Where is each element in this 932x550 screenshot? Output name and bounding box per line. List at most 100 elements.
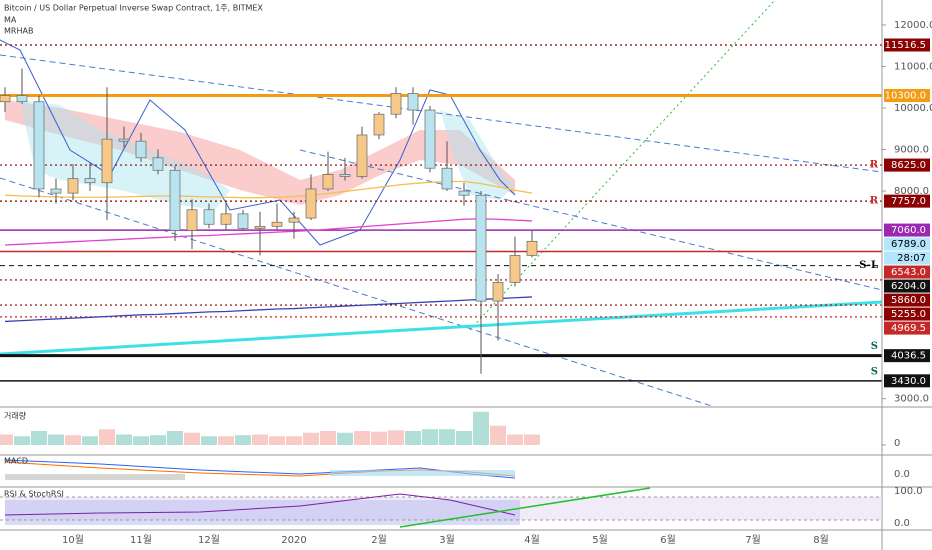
price-label-box [884,158,930,172]
panel-title: RSI & StochRSI [4,490,64,499]
ribbon [5,100,515,205]
candle-body [0,95,11,103]
volume-bar [456,431,472,445]
macd-histogram [5,474,185,480]
y-tick-label: 3000.0 [894,394,929,405]
candle-body [288,217,300,223]
panel-title: 거래량 [4,411,27,421]
volume-bar [439,429,455,445]
x-tick-label: 12월 [198,534,220,546]
price-label: 3430.0 [891,376,926,387]
level-tag: S [871,366,878,377]
trend-line [0,177,716,408]
volume-bar [286,436,302,445]
price-label-box [884,321,930,335]
y-tick-label: 12000.0 [894,20,932,31]
volume-bar [48,434,64,445]
ma-line [4,218,533,246]
y-tick-label: 0.0 [894,469,910,480]
candle-body [356,134,368,177]
volume-bar [507,434,523,445]
candle-body [373,113,385,136]
volume-bar [167,431,183,445]
price-label-box [884,194,930,208]
volume-bar [354,431,370,445]
candle-body [322,174,334,190]
candle-body [169,169,181,231]
candle-body [441,167,453,190]
price-label-box [884,237,930,251]
candle-body [152,157,164,171]
candle-body [186,209,198,231]
candle-body [84,178,96,184]
price-label: 8625.0 [891,160,926,171]
y-tick-label: 10000.0 [894,103,932,114]
volume-bar [133,436,149,445]
price-label: 4036.5 [891,351,926,362]
volume-bar [252,434,268,445]
candle-body [67,178,79,194]
price-label: 6543.0 [891,267,926,278]
candle-body [118,138,130,142]
volume-bar [14,436,30,445]
volume-bar [201,436,217,445]
x-tick-label: 6월 [660,534,676,546]
indicator-label: MRHAB [4,27,33,36]
level-tag: S [871,341,878,352]
volume-bar [473,411,489,445]
volume-bar [150,435,166,445]
volume-bar [65,435,81,445]
candle-body [526,240,538,256]
trend-line [0,54,883,173]
volume-bar [388,430,404,445]
candle-body [271,221,283,227]
candle-body [339,174,351,177]
price-label-box [884,89,930,103]
x-tick-label: 5월 [592,534,608,546]
price-label-box [884,279,930,293]
y-tick-label: 100.0 [894,486,923,497]
candle-body [407,93,419,111]
rsi-line [4,493,516,516]
volume-bar [422,429,438,445]
candle-body [33,101,45,190]
price-label: 10300.0 [885,91,926,102]
x-tick-label: 7월 [745,534,761,546]
ribbon [440,110,515,200]
volume-bar [371,431,387,445]
candle-body [203,209,215,225]
y-tick-label: 11000.0 [894,61,932,72]
price-label-box [884,374,930,388]
volume-bar [184,432,200,445]
volume-bar [337,432,353,445]
candle-body [220,213,232,225]
volume-bar [405,431,421,445]
x-tick-label: 2월 [371,534,387,546]
price-label: 11516.5 [885,40,926,51]
x-tick-label: 11월 [130,534,152,546]
volume-bar [524,434,540,445]
stoch-fill [5,500,520,525]
candle-body [509,255,521,283]
price-label: 6204.0 [891,281,926,292]
volume-bar [31,431,47,445]
y-tick-label: 8000.0 [894,186,929,197]
volume-bar [116,434,132,445]
volume-bar [269,436,285,445]
x-tick-label: 8월 [813,534,829,546]
price-label: 6789.0 [891,239,926,250]
chart-title: Bitcoin / US Dollar Perpetual Inverse Sw… [4,4,263,13]
price-label-box [884,265,930,279]
y-tick-label: 9000.0 [894,145,929,156]
y-tick-label: 0 [894,438,900,449]
price-label-box [884,223,930,237]
candle-body [50,188,62,194]
indicator-label: MA [4,16,17,25]
x-tick-label: 2020 [281,535,306,546]
price-label: 7060.0 [891,225,926,236]
candle-body [305,188,317,219]
y-tick-label: 0.0 [894,518,910,529]
candle-body [424,109,436,169]
